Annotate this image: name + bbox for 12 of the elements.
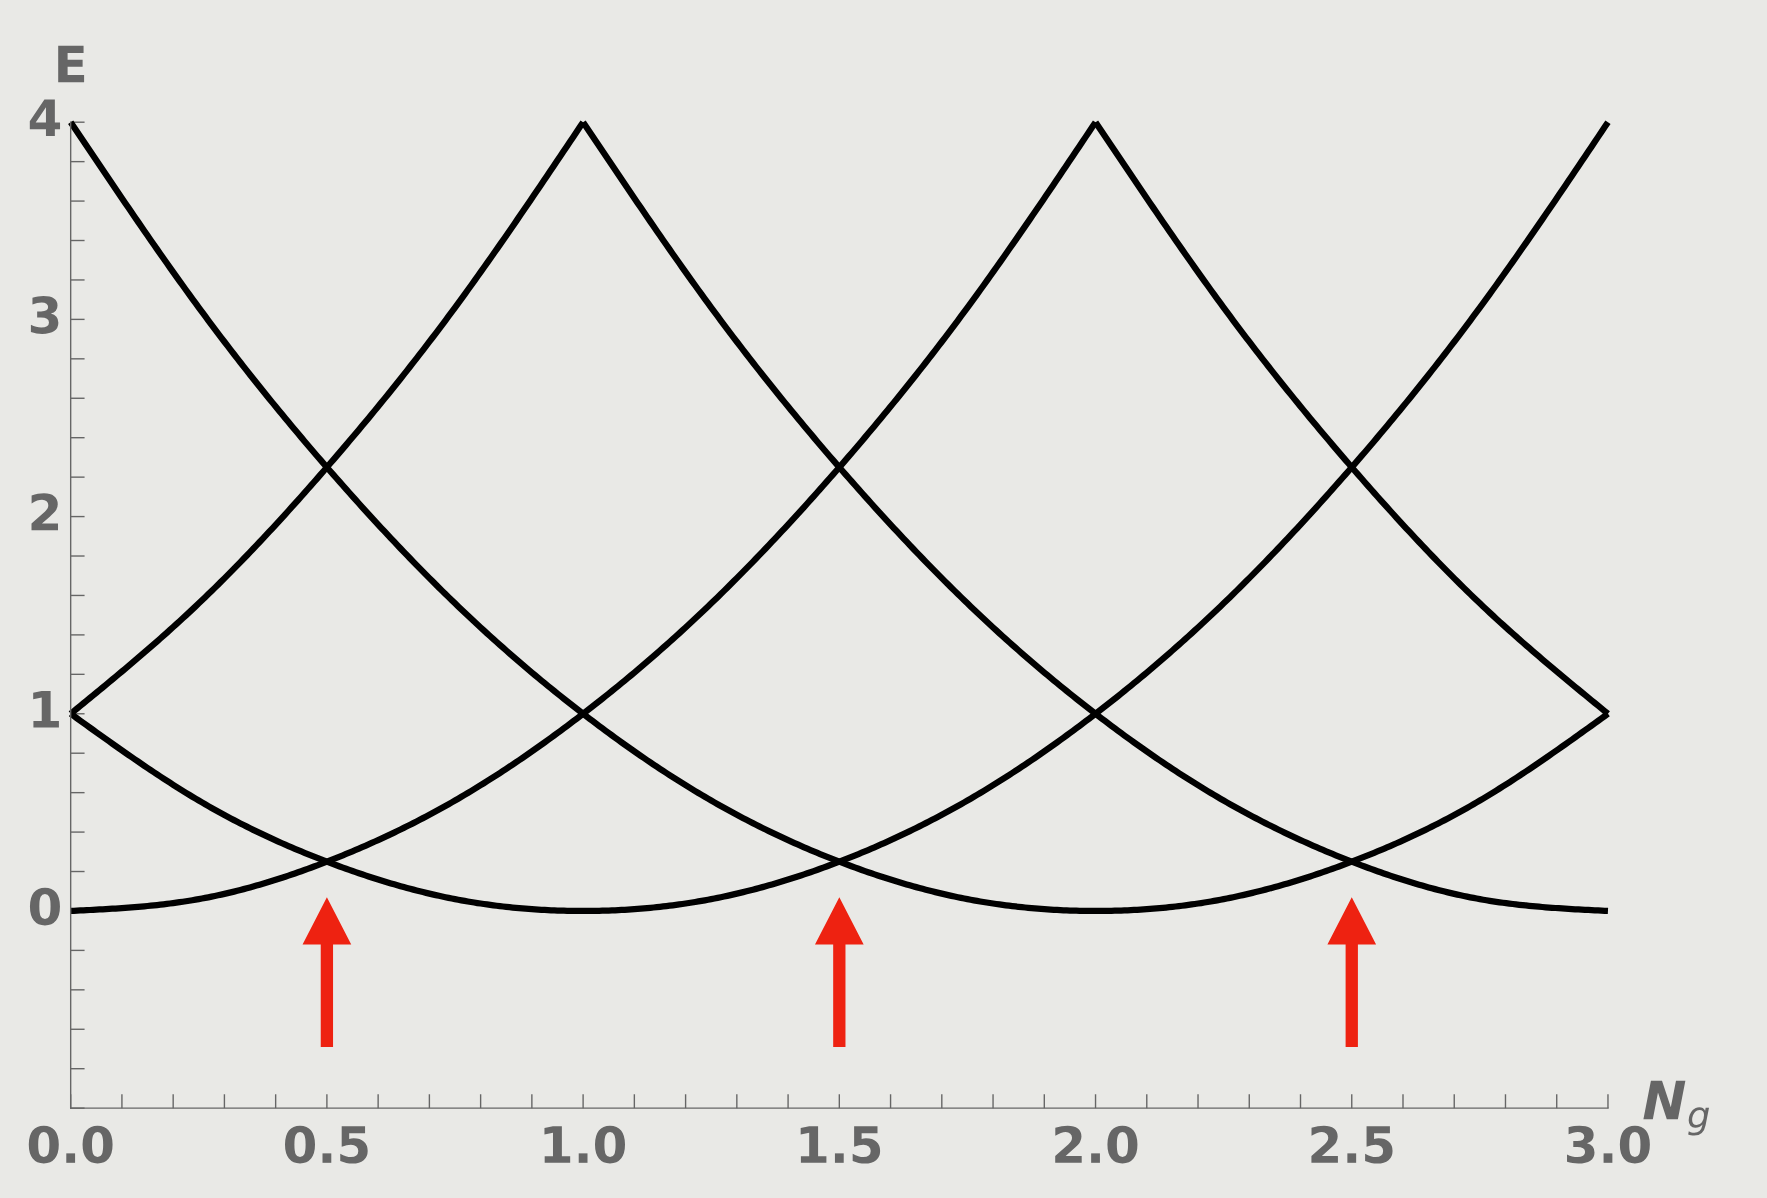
x-tick-label: 0.5 — [285, 1125, 368, 1164]
y-tick-label: 1 — [33, 691, 59, 728]
y-tick-label: 4 — [29, 99, 61, 136]
y-tick-label: 3 — [30, 296, 59, 334]
x-tick-label: 2.0 — [1055, 1125, 1138, 1164]
x-tick-label: 2.5 — [1311, 1125, 1393, 1164]
y-axis-title: E — [58, 45, 85, 83]
x-tick-label: 1.5 — [800, 1126, 881, 1164]
y-tick-label: 0 — [29, 887, 60, 926]
y-tick-label: 2 — [31, 493, 58, 531]
x-tick-label: 1.0 — [544, 1125, 626, 1164]
x-tick-label: 0.0 — [28, 1125, 113, 1164]
